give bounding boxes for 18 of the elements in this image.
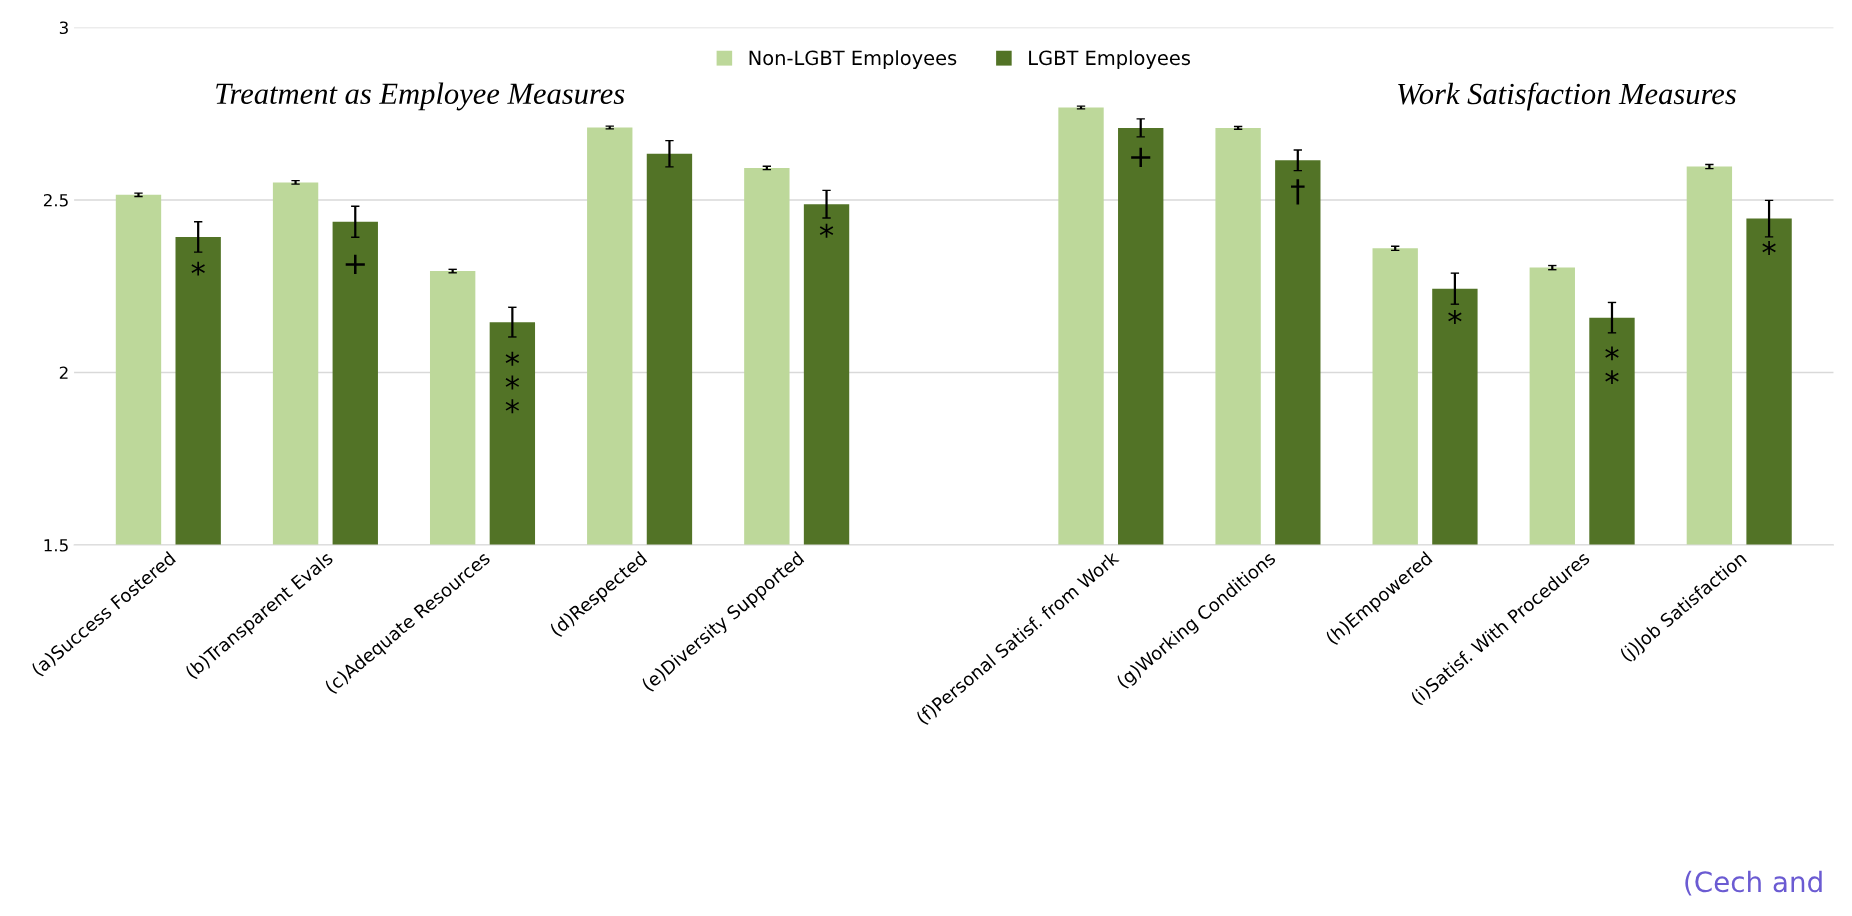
annotation: Work Satisfaction Measures (1398, 82, 1736, 111)
y-tick-label: 2.5 (43, 193, 68, 207)
annotation: * (1762, 240, 1776, 255)
legend-label: Non-LGBT Employees (749, 50, 957, 69)
annotation: † (1291, 179, 1305, 205)
annotation: * (1448, 309, 1462, 324)
annotation: + (345, 254, 365, 274)
legend-label: LGBT Employees (1029, 50, 1191, 69)
annotation: * (191, 261, 205, 276)
annotation: * (819, 223, 834, 238)
y-tick-label: 1.5 (44, 539, 68, 552)
annotation: * * * (505, 351, 520, 414)
y-tick-label: 3 (59, 21, 68, 35)
annotation: + (1131, 147, 1151, 168)
y-tick-label: 2 (59, 366, 68, 379)
text: (Cech and (1685, 870, 1822, 896)
annotation: * * (1605, 346, 1619, 385)
annotation: Treatment as Employee Measures (216, 82, 625, 111)
